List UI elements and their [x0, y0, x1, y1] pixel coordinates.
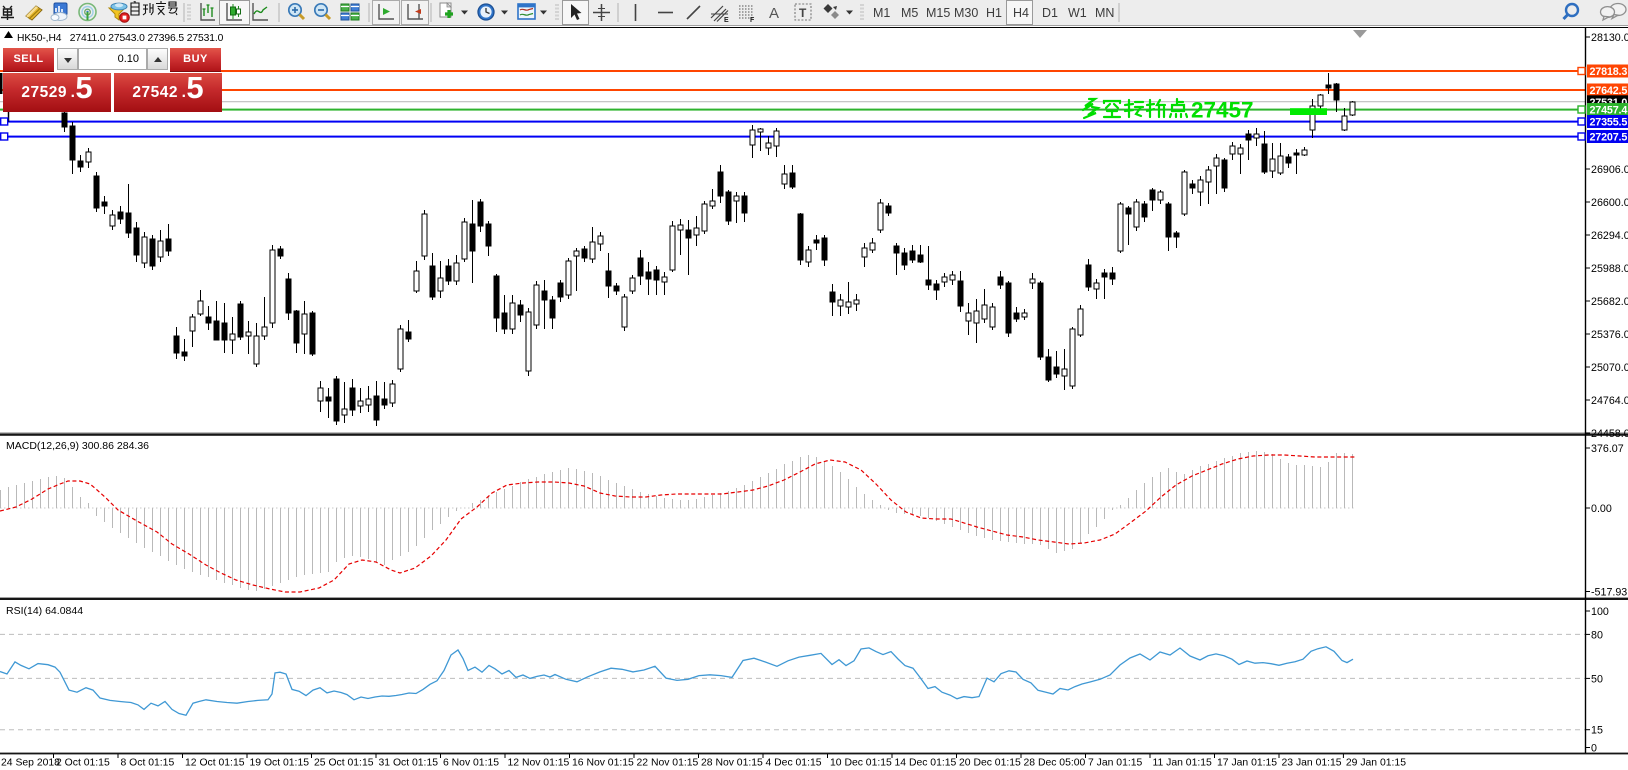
- svg-text:A: A: [769, 5, 779, 22]
- svg-text:17 Jan 01:15: 17 Jan 01:15: [1217, 758, 1277, 769]
- svg-text:W1: W1: [1068, 6, 1087, 20]
- svg-text:RSI(14) 64.0844: RSI(14) 64.0844: [6, 605, 83, 617]
- svg-text:80: 80: [1591, 629, 1603, 641]
- svg-text:25070.0: 25070.0: [1591, 362, 1628, 374]
- svg-text:28 Dec 05:00: 28 Dec 05:00: [1024, 758, 1086, 769]
- svg-text:27207.5: 27207.5: [1590, 132, 1628, 144]
- svg-text:100: 100: [1591, 606, 1609, 618]
- svg-text:16 Nov 01:15: 16 Nov 01:15: [572, 758, 634, 769]
- svg-text:8 Oct 01:15: 8 Oct 01:15: [121, 758, 175, 769]
- svg-text:6 Nov 01:15: 6 Nov 01:15: [443, 758, 499, 769]
- svg-text:-517.93: -517.93: [1591, 587, 1627, 599]
- svg-text:376.07: 376.07: [1591, 443, 1624, 455]
- svg-text:MN: MN: [1095, 6, 1114, 20]
- svg-text:F: F: [750, 17, 755, 24]
- svg-text:2 Oct 01:15: 2 Oct 01:15: [56, 758, 110, 769]
- svg-text:10 Dec 01:15: 10 Dec 01:15: [830, 758, 892, 769]
- svg-text:25376.0: 25376.0: [1591, 329, 1628, 341]
- svg-text:12 Oct 01:15: 12 Oct 01:15: [185, 758, 245, 769]
- svg-text:26906.0: 26906.0: [1591, 164, 1628, 176]
- svg-text:H4: H4: [1013, 6, 1029, 20]
- svg-text:22 Nov 01:15: 22 Nov 01:15: [637, 758, 699, 769]
- svg-text:19 Oct 01:15: 19 Oct 01:15: [250, 758, 310, 769]
- svg-text:27642.5: 27642.5: [1590, 85, 1628, 97]
- svg-text:7 Jan 01:15: 7 Jan 01:15: [1088, 758, 1143, 769]
- svg-text:11 Jan 01:15: 11 Jan 01:15: [1153, 758, 1213, 769]
- svg-text:24 Sep 2018: 24 Sep 2018: [1, 758, 60, 769]
- svg-text:T: T: [799, 6, 807, 20]
- svg-text:27355.5: 27355.5: [1590, 117, 1628, 129]
- svg-text:20 Dec 01:15: 20 Dec 01:15: [959, 758, 1021, 769]
- svg-text:E: E: [724, 17, 729, 24]
- svg-text:4 Dec 01:15: 4 Dec 01:15: [766, 758, 822, 769]
- svg-text:29 Jan 01:15: 29 Jan 01:15: [1346, 758, 1406, 769]
- svg-text:28130.0: 28130.0: [1591, 32, 1628, 44]
- svg-text:28 Nov 01:15: 28 Nov 01:15: [701, 758, 763, 769]
- svg-text:M30: M30: [954, 6, 978, 20]
- svg-text:26600.0: 26600.0: [1591, 197, 1628, 209]
- svg-text:M1: M1: [873, 6, 890, 20]
- svg-text:MACD(12,26,9) 300.86 284.36: MACD(12,26,9) 300.86 284.36: [6, 440, 149, 452]
- svg-text:27457.4: 27457.4: [1590, 105, 1628, 117]
- svg-text:26294.0: 26294.0: [1591, 230, 1628, 242]
- svg-text:H1: H1: [986, 6, 1002, 20]
- svg-text:25682.0: 25682.0: [1591, 296, 1628, 308]
- svg-text:14 Dec 01:15: 14 Dec 01:15: [895, 758, 957, 769]
- svg-text:12 Nov 01:15: 12 Nov 01:15: [508, 758, 570, 769]
- svg-text:0: 0: [1591, 743, 1597, 755]
- svg-text:25 Oct 01:15: 25 Oct 01:15: [314, 758, 374, 769]
- svg-text:31 Oct 01:15: 31 Oct 01:15: [379, 758, 439, 769]
- svg-text:25988.0: 25988.0: [1591, 263, 1628, 275]
- svg-text:23 Jan 01:15: 23 Jan 01:15: [1282, 758, 1342, 769]
- svg-text:0.00: 0.00: [1591, 503, 1612, 515]
- svg-text:24764.0: 24764.0: [1591, 395, 1628, 407]
- svg-text:D1: D1: [1042, 6, 1058, 20]
- svg-text:50: 50: [1591, 673, 1603, 685]
- svg-text:HK50-,H4 27411.0 27543.0 273: HK50-,H4 27411.0 27543.0 27396.5 27531.0: [17, 33, 224, 44]
- svg-text:27818.3: 27818.3: [1590, 66, 1628, 78]
- svg-text:M5: M5: [901, 6, 918, 20]
- svg-text:27457: 27457: [1191, 98, 1254, 123]
- svg-text:24458.0: 24458.0: [1591, 428, 1628, 440]
- svg-text:M15: M15: [926, 6, 950, 20]
- svg-text:15: 15: [1591, 725, 1603, 737]
